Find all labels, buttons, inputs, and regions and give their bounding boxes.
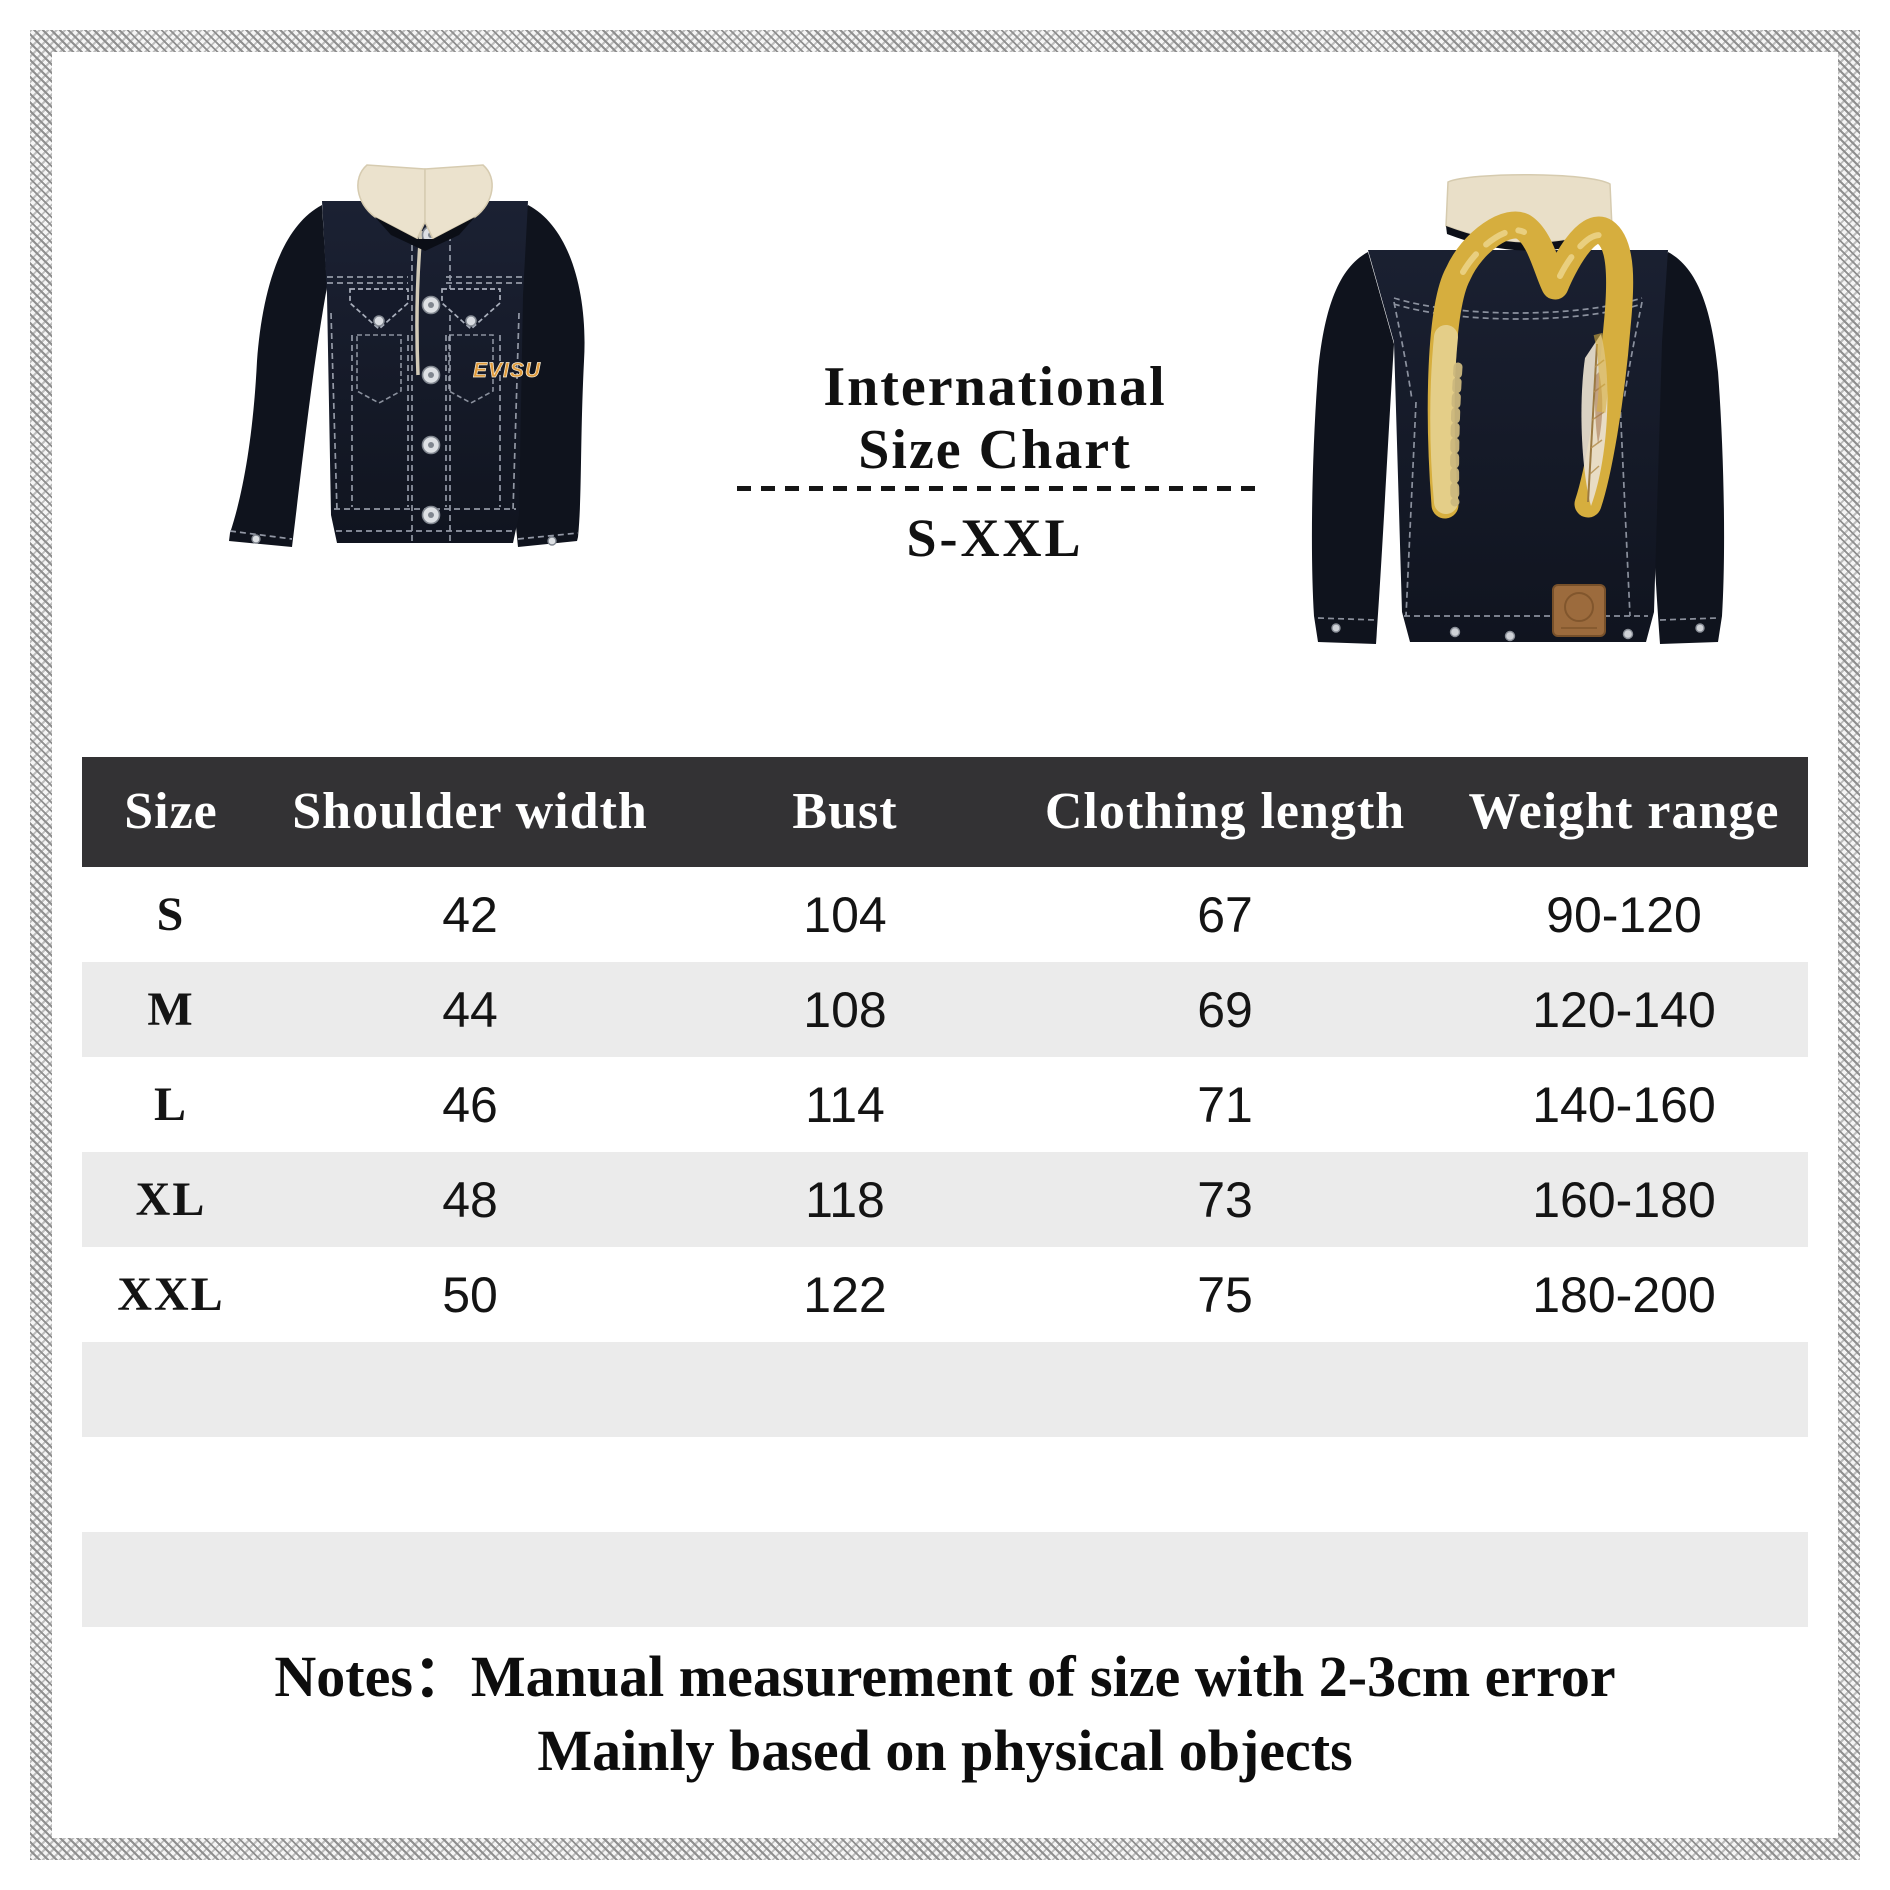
empty-table-row [82, 1437, 1808, 1532]
table-header-row: Size Shoulder width Bust Clothing length… [82, 757, 1808, 867]
empty-cell [82, 1532, 1808, 1627]
notes-line1: Notes：Manual measurement of size with 2-… [274, 1644, 1616, 1709]
front-jacket-image: EVISU [229, 164, 585, 547]
table-row: XL 48 118 73 160-180 [82, 1152, 1808, 1247]
col-header-size: Size [82, 757, 260, 867]
chest-pocket-flaps [349, 288, 501, 331]
cell-size: S [156, 887, 186, 941]
empty-table-row [82, 1532, 1808, 1627]
col-header-shoulder-width: Shoulder width [260, 757, 680, 867]
contrast-stitching [229, 205, 579, 541]
leather-patch [1552, 584, 1606, 637]
cell-size: XL [135, 1172, 207, 1226]
cell-weight: 160-180 [1532, 1171, 1716, 1228]
col-header-clothing-length: Clothing length [1010, 757, 1440, 867]
empty-table-row [82, 1342, 1808, 1437]
table-row: M 44 108 69 120-140 [82, 962, 1808, 1057]
size-range-label: S-XXL [906, 508, 1084, 568]
cell-shoulder: 44 [442, 981, 498, 1038]
evisu-gull-logo [1427, 211, 1634, 519]
front-jacket-body: EVISU [229, 164, 585, 547]
cell-weight: 90-120 [1546, 886, 1702, 943]
empty-cell [82, 1342, 1808, 1437]
table-row: XXL 50 122 75 180-200 [82, 1247, 1808, 1342]
title-block: International Size Chart [645, 356, 1345, 482]
cell-size: L [153, 1077, 188, 1131]
back-jacket-image [1311, 173, 1725, 644]
page-title-line1: International [823, 356, 1167, 418]
notes-block: Notes：Manual measurement of size with 2-… [82, 1640, 1808, 1788]
feather-motif [1581, 332, 1608, 506]
col-header-weight-range: Weight range [1440, 757, 1808, 867]
cell-length: 73 [1197, 1171, 1253, 1228]
size-table: Size Shoulder width Bust Clothing length… [82, 757, 1808, 1627]
table-row: L 46 114 71 140-160 [82, 1057, 1808, 1152]
cell-length: 75 [1197, 1266, 1253, 1323]
chest-pocket-outlines [356, 334, 494, 404]
dashed-divider [737, 486, 1256, 491]
cell-weight: 120-140 [1532, 981, 1716, 1038]
cell-bust: 118 [805, 1171, 885, 1228]
cell-weight: 140-160 [1532, 1076, 1716, 1133]
page-title-line2: Size Chart [858, 419, 1132, 481]
cell-weight: 180-200 [1532, 1266, 1716, 1323]
pocket-button [373, 315, 385, 327]
empty-cell [82, 1437, 1808, 1532]
cell-bust: 104 [803, 886, 887, 943]
cell-length: 69 [1197, 981, 1253, 1038]
pocket-button [465, 315, 477, 327]
cell-length: 71 [1197, 1076, 1253, 1133]
cell-bust: 108 [803, 981, 887, 1038]
cell-bust: 114 [805, 1076, 885, 1133]
table-row: S 42 104 67 90-120 [82, 867, 1808, 962]
cell-shoulder: 50 [442, 1266, 498, 1323]
cell-bust: 122 [803, 1266, 887, 1323]
cell-length: 67 [1197, 886, 1253, 943]
notes-line2: Mainly based on physical objects [537, 1718, 1353, 1783]
cell-shoulder: 48 [442, 1171, 498, 1228]
cell-size: M [147, 982, 195, 1036]
back-hem-buttons [1331, 623, 1705, 642]
col-header-bust: Bust [680, 757, 1010, 867]
sherpa-collar [357, 164, 493, 251]
cell-shoulder: 42 [442, 886, 498, 943]
cell-shoulder: 46 [442, 1076, 498, 1133]
cell-size: XXL [117, 1267, 225, 1321]
evisu-logo-text: EVISU [473, 359, 541, 382]
back-jacket-body [1311, 173, 1725, 644]
